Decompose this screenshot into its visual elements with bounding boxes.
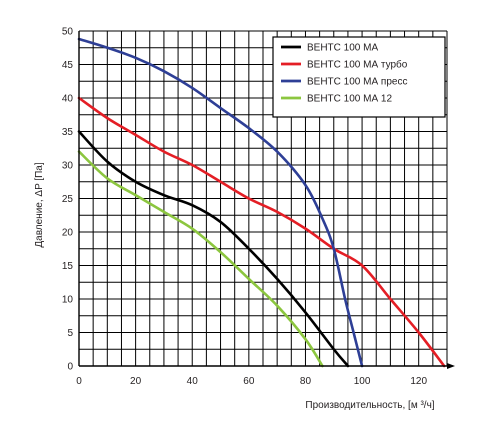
series-lines bbox=[77, 37, 446, 368]
x-tick-label: 40 bbox=[187, 376, 199, 387]
y-axis-label: Давление, ΔP [Па] bbox=[34, 162, 45, 248]
x-tick-label: 0 bbox=[76, 376, 82, 387]
y-tick-label: 30 bbox=[62, 161, 74, 172]
x-axis-label: Производительность, [м ³/ч] bbox=[305, 400, 434, 411]
series-line-1 bbox=[77, 130, 350, 368]
x-tick-label: 80 bbox=[300, 376, 312, 387]
series-line-3 bbox=[77, 37, 364, 368]
y-tick-label: 0 bbox=[67, 362, 73, 373]
legend: ВЕНТС 100 МА ВЕНТС 100 МА турбо ВЕНТС 100 … bbox=[272, 36, 446, 118]
y-tick-label: 20 bbox=[62, 228, 74, 239]
y-tick-label: 40 bbox=[62, 94, 74, 105]
y-tick-label: 50 bbox=[62, 27, 74, 38]
legend-label-2: ВЕНТС 100 МА турбо bbox=[307, 59, 408, 71]
y-tick-label: 35 bbox=[62, 127, 74, 138]
series-line-4 bbox=[77, 150, 324, 368]
y-tick-label: 15 bbox=[62, 261, 74, 272]
tick-labels: 0 5 10 15 20 25 30 35 40 45 50 0 20 40 60 80 100 120 bbox=[62, 27, 428, 388]
x-axis-arrow-icon bbox=[447, 363, 455, 369]
x-tick-label: 20 bbox=[130, 376, 142, 387]
legend-label-1: ВЕНТС 100 МА bbox=[307, 43, 378, 54]
y-tick-label: 25 bbox=[62, 194, 74, 205]
grid bbox=[79, 30, 448, 366]
axes bbox=[78, 31, 455, 369]
x-tick-label: 60 bbox=[243, 376, 255, 387]
y-tick-label: 45 bbox=[62, 60, 74, 71]
legend-label-3: ВЕНТС 100 МА пресс bbox=[307, 77, 407, 88]
y-tick-label: 5 bbox=[67, 328, 73, 339]
x-tick-label: 100 bbox=[354, 376, 371, 387]
x-tick-label: 120 bbox=[410, 376, 427, 387]
legend-label-4: ВЕНТС 100 МА 12 bbox=[307, 94, 392, 105]
series-line-2 bbox=[77, 96, 446, 368]
legend-box bbox=[272, 36, 446, 118]
y-tick-label: 10 bbox=[62, 295, 74, 306]
